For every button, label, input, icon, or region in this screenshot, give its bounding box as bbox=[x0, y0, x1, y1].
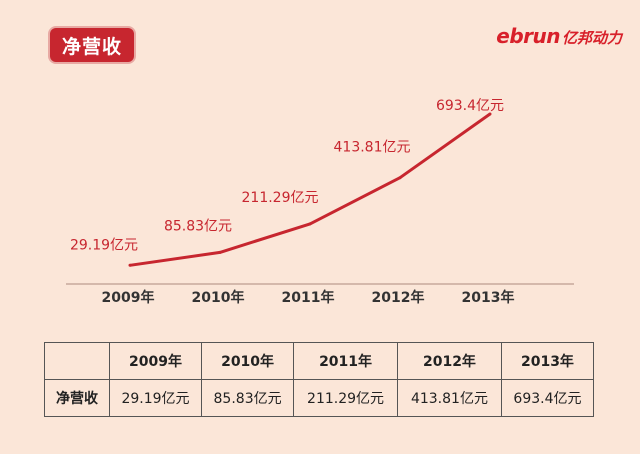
brand-logo: ebrun 亿邦动力 bbox=[496, 24, 622, 48]
brand-logo-cn: 亿邦动力 bbox=[561, 29, 622, 47]
table-header-cell: 2009年 bbox=[108, 342, 203, 380]
brand-logo-latin: ebrun bbox=[496, 24, 560, 48]
revenue-table: 2009年 2010年 2011年 2012年 2013年 净营收 29.19亿… bbox=[44, 342, 595, 417]
chart-title: 净营收 bbox=[61, 35, 122, 58]
data-label: 211.29亿元 bbox=[242, 190, 319, 206]
x-tick-label: 2009年 bbox=[102, 289, 155, 306]
table-cell: 85.83亿元 bbox=[201, 379, 295, 417]
table-header-cell bbox=[44, 342, 110, 380]
data-point bbox=[488, 112, 492, 116]
data-point bbox=[218, 250, 222, 254]
data-label: 693.4亿元 bbox=[436, 98, 504, 114]
x-tick-label: 2012年 bbox=[372, 289, 425, 306]
data-point bbox=[398, 176, 402, 180]
table-cell: 413.81亿元 bbox=[397, 379, 502, 417]
data-label: 29.19亿元 bbox=[70, 237, 138, 253]
table-cell: 211.29亿元 bbox=[293, 379, 398, 417]
table-header-cell: 2013年 bbox=[500, 342, 595, 380]
table-header-cell: 2011年 bbox=[293, 342, 398, 380]
data-point bbox=[128, 263, 132, 267]
table-cell: 29.19亿元 bbox=[108, 379, 203, 417]
table-header-cell: 2012年 bbox=[397, 342, 502, 380]
x-tick-label: 2013年 bbox=[462, 289, 515, 306]
x-tick-label: 2011年 bbox=[282, 289, 335, 306]
data-point bbox=[308, 222, 312, 226]
table-row: 净营收 29.19亿元 85.83亿元 211.29亿元 413.81亿元 69… bbox=[44, 379, 595, 417]
table-header-cell: 2010年 bbox=[201, 342, 295, 380]
table-row-label: 净营收 bbox=[44, 379, 110, 417]
table-header-row: 2009年 2010年 2011年 2012年 2013年 bbox=[44, 342, 595, 380]
table-cell: 693.4亿元 bbox=[500, 379, 595, 417]
data-label: 413.81亿元 bbox=[334, 140, 411, 156]
data-label: 85.83亿元 bbox=[164, 218, 232, 234]
x-tick-label: 2010年 bbox=[192, 289, 245, 306]
chart-title-badge: 净营收 bbox=[50, 28, 134, 62]
